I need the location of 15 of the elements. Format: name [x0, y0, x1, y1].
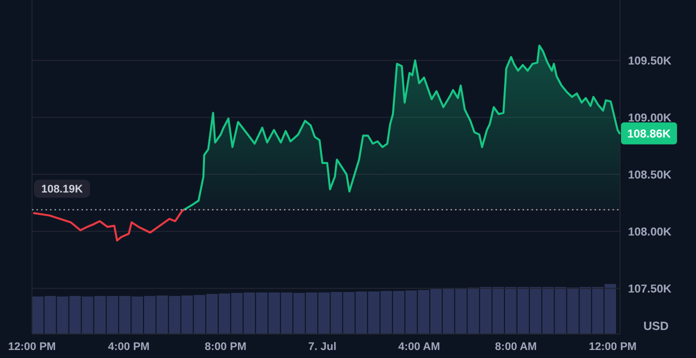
y-tick-label: 109.00K: [628, 112, 672, 124]
x-tick-label: 7. Jul: [308, 341, 336, 353]
x-tick-label: 12:00 PM: [588, 341, 637, 353]
y-tick-label: 108.50K: [628, 169, 672, 182]
x-tick-label: 4:00 PM: [108, 341, 150, 353]
annotation: 108.86K: [627, 128, 672, 140]
y-tick-label: 107.50K: [628, 283, 672, 296]
x-tick-label: 12:00 PM: [8, 341, 56, 353]
y-tick-label: 109.50K: [628, 55, 672, 68]
y-axis-title: USD: [643, 319, 669, 333]
ref-line-label: 108.19K: [41, 184, 83, 196]
y-tick-label: 108.00K: [628, 226, 672, 238]
x-tick-label: 8:00 AM: [495, 341, 537, 353]
x-tick-label: 8:00 PM: [204, 341, 246, 353]
x-tick-label: 4:00 AM: [398, 341, 440, 353]
